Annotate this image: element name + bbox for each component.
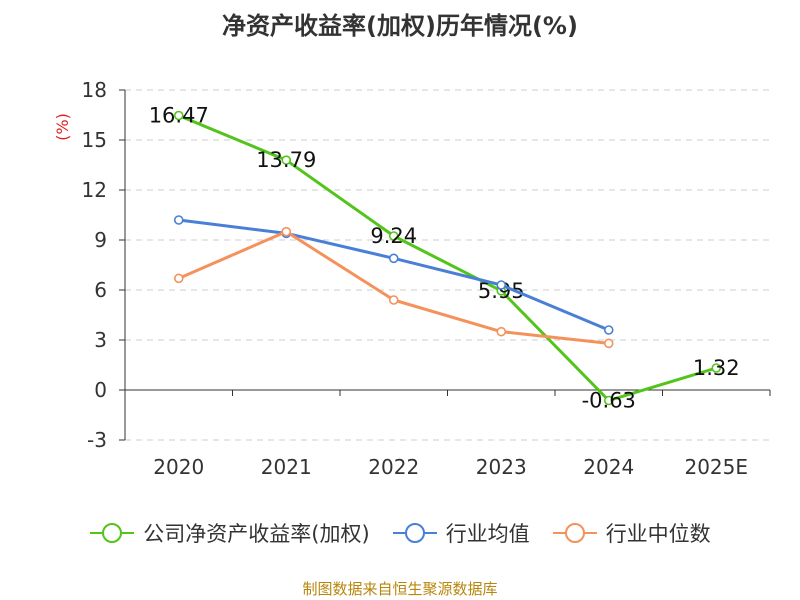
x-tick-label: 2023 <box>476 455 527 479</box>
x-tick-label: 2025E <box>684 455 748 479</box>
data-point <box>496 280 507 290</box>
x-tick-label: 2022 <box>368 455 419 479</box>
y-tick-label: 0 <box>94 378 107 402</box>
data-label: 9.24 <box>370 224 417 248</box>
legend: 公司净资产收益率(加权) 行业均值 行业中位数 <box>0 518 800 548</box>
x-tick-label: 2024 <box>583 455 634 479</box>
series-line <box>178 114 717 402</box>
source-note: 制图数据来自恒生聚源数据库 <box>302 580 498 598</box>
data-point <box>388 253 399 264</box>
data-point <box>603 338 614 349</box>
data-point <box>173 273 184 284</box>
data-point <box>603 395 614 406</box>
y-tick-label: 3 <box>94 328 107 352</box>
data-point <box>388 231 399 241</box>
data-label: 13.79 <box>256 148 316 172</box>
data-point <box>388 295 399 305</box>
x-tick-label: 2020 <box>153 455 204 479</box>
legend-marker-icon <box>392 523 437 543</box>
y-tick-label: 12 <box>82 178 107 202</box>
data-point <box>496 326 507 337</box>
y-tick-label: 18 <box>82 78 107 102</box>
data-point <box>603 325 614 335</box>
data-point <box>173 215 184 225</box>
legend-marker-icon <box>552 523 597 543</box>
legend-item[interactable]: 行业中位数 <box>552 518 711 548</box>
y-tick-label: 6 <box>94 278 107 302</box>
y-axis-label: (%) <box>53 113 72 141</box>
data-point <box>711 363 722 373</box>
legend-label: 公司净资产收益率(加权) <box>143 522 370 546</box>
legend-item[interactable]: 公司净资产收益率(加权) <box>89 518 370 548</box>
data-label: -0.63 <box>582 389 636 413</box>
legend-label: 行业均值 <box>445 522 530 546</box>
legend-item[interactable]: 行业均值 <box>392 518 530 548</box>
y-tick-label: 15 <box>82 128 107 152</box>
y-tick-label: 9 <box>94 228 107 252</box>
legend-marker-icon <box>90 523 135 543</box>
series-line <box>178 230 609 345</box>
data-point <box>281 226 292 237</box>
x-tick-label: 2021 <box>261 455 312 479</box>
data-point <box>281 155 292 165</box>
data-label: 16.47 <box>149 104 209 128</box>
y-tick-label: -3 <box>87 428 107 452</box>
legend-label: 行业中位数 <box>605 522 711 546</box>
chart-title: 净资产收益率(加权)历年情况(%) <box>222 12 578 40</box>
data-label: 1.32 <box>693 356 740 380</box>
data-point <box>173 110 184 121</box>
